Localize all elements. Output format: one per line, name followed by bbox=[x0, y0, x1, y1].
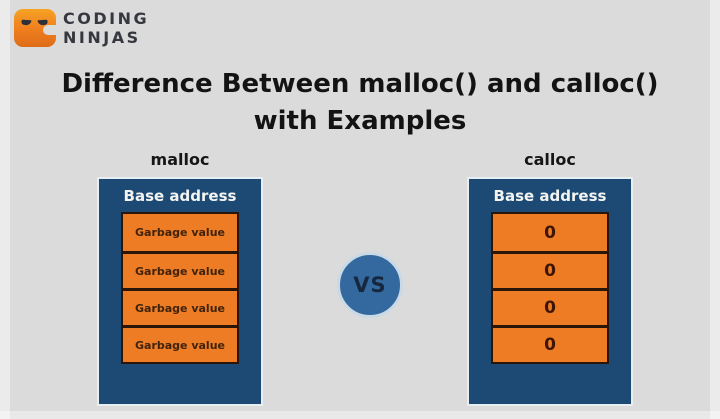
brand-wordmark: CODING NINJAS bbox=[63, 9, 149, 47]
malloc-cell: Garbage value bbox=[123, 251, 237, 288]
logo-c-notch bbox=[43, 25, 56, 35]
calloc-label: calloc bbox=[524, 150, 576, 169]
page-title: Difference Between malloc() and calloc()… bbox=[0, 66, 720, 140]
brand-line-1: CODING bbox=[63, 9, 150, 28]
malloc-base-address-label: Base address bbox=[123, 187, 237, 205]
ninja-left-eye-icon bbox=[20, 19, 32, 26]
calloc-memory-cells: 0 0 0 0 bbox=[491, 212, 609, 364]
calloc-memory-diagram: Base address 0 0 0 0 bbox=[469, 179, 631, 404]
calloc-cell: 0 bbox=[493, 214, 607, 251]
calloc-base-address-label: Base address bbox=[493, 187, 607, 205]
title-line-1: Difference Between malloc() and calloc() bbox=[61, 69, 659, 99]
coding-ninjas-logo-icon bbox=[14, 9, 56, 47]
malloc-memory-diagram: Base address Garbage value Garbage value… bbox=[99, 179, 261, 404]
calloc-cell: 0 bbox=[493, 251, 607, 288]
brand-line-2: NINJAS bbox=[63, 28, 141, 47]
vs-badge: VS bbox=[337, 252, 403, 318]
malloc-label: malloc bbox=[150, 150, 210, 169]
calloc-cell: 0 bbox=[493, 288, 607, 325]
malloc-cell: Garbage value bbox=[123, 214, 237, 251]
malloc-memory-cells: Garbage value Garbage value Garbage valu… bbox=[121, 212, 239, 364]
brand-logo: CODING NINJAS bbox=[14, 9, 149, 47]
title-line-2: with Examples bbox=[253, 106, 467, 136]
malloc-cell: Garbage value bbox=[123, 288, 237, 325]
malloc-cell: Garbage value bbox=[123, 325, 237, 362]
calloc-cell: 0 bbox=[493, 325, 607, 362]
